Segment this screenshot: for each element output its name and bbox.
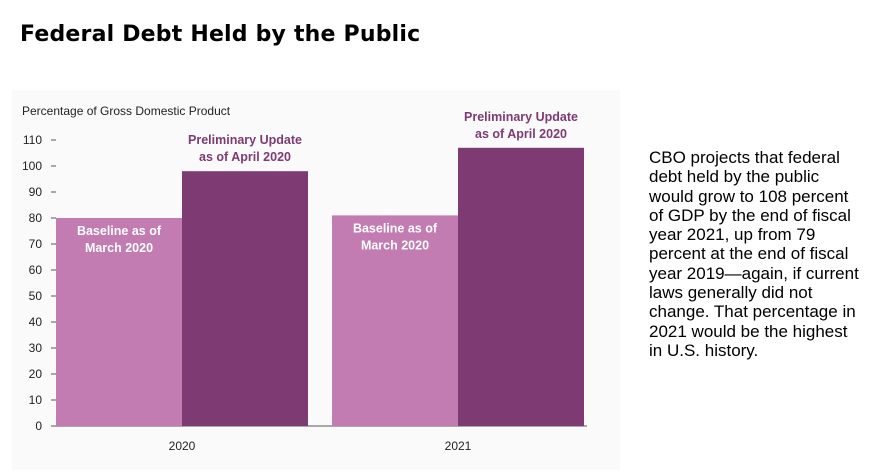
y-tick-label: 20 (29, 367, 43, 381)
bar-2020-baseline (56, 218, 182, 426)
bar-2021-update (458, 147, 584, 427)
chart-panel: Percentage of Gross Domestic Product 0 10 2… (12, 90, 620, 470)
y-tick-label: 60 (29, 263, 43, 277)
bar-label-2021-baseline: Baseline as of (353, 221, 438, 235)
bar-label-2020-baseline: March 2020 (85, 241, 153, 255)
bar-label-2021-baseline: March 2020 (361, 238, 429, 252)
y-tick-label: 0 (35, 419, 42, 433)
bar-2020-update (182, 171, 308, 426)
bar-label-2020-update: as of April 2020 (199, 150, 291, 164)
y-tick-label: 50 (29, 289, 43, 303)
bar-2021-baseline (332, 215, 458, 426)
bar-label-2020-baseline: Baseline as of (77, 224, 162, 238)
bar-label-2021-update: Preliminary Update (464, 110, 578, 124)
description-text: CBO projects that federal debt held by t… (649, 148, 859, 360)
chart-title: Federal Debt Held by the Public (20, 22, 421, 47)
y-tick-label: 110 (23, 133, 42, 147)
y-tick-label: 10 (29, 393, 43, 407)
y-tick-label: 70 (29, 237, 43, 251)
y-tick-label: 90 (29, 185, 43, 199)
y-tick-label: 100 (22, 159, 42, 173)
bar-label-2021-update: as of April 2020 (475, 127, 567, 141)
bar-chart: Percentage of Gross Domestic Product 0 10 2… (22, 104, 587, 453)
y-axis-label: Percentage of Gross Domestic Product (22, 104, 231, 118)
label-layer: Baseline as of March 2020 Preliminary Upda… (77, 110, 578, 255)
bar-label-2020-update: Preliminary Update (188, 133, 302, 147)
x-tick-label: 2021 (445, 439, 472, 453)
y-tick-label: 30 (29, 341, 43, 355)
y-tick-label: 40 (29, 315, 43, 329)
y-tick-label: 80 (29, 211, 43, 225)
x-tick-label: 2020 (169, 439, 196, 453)
bar-layer (56, 147, 584, 427)
